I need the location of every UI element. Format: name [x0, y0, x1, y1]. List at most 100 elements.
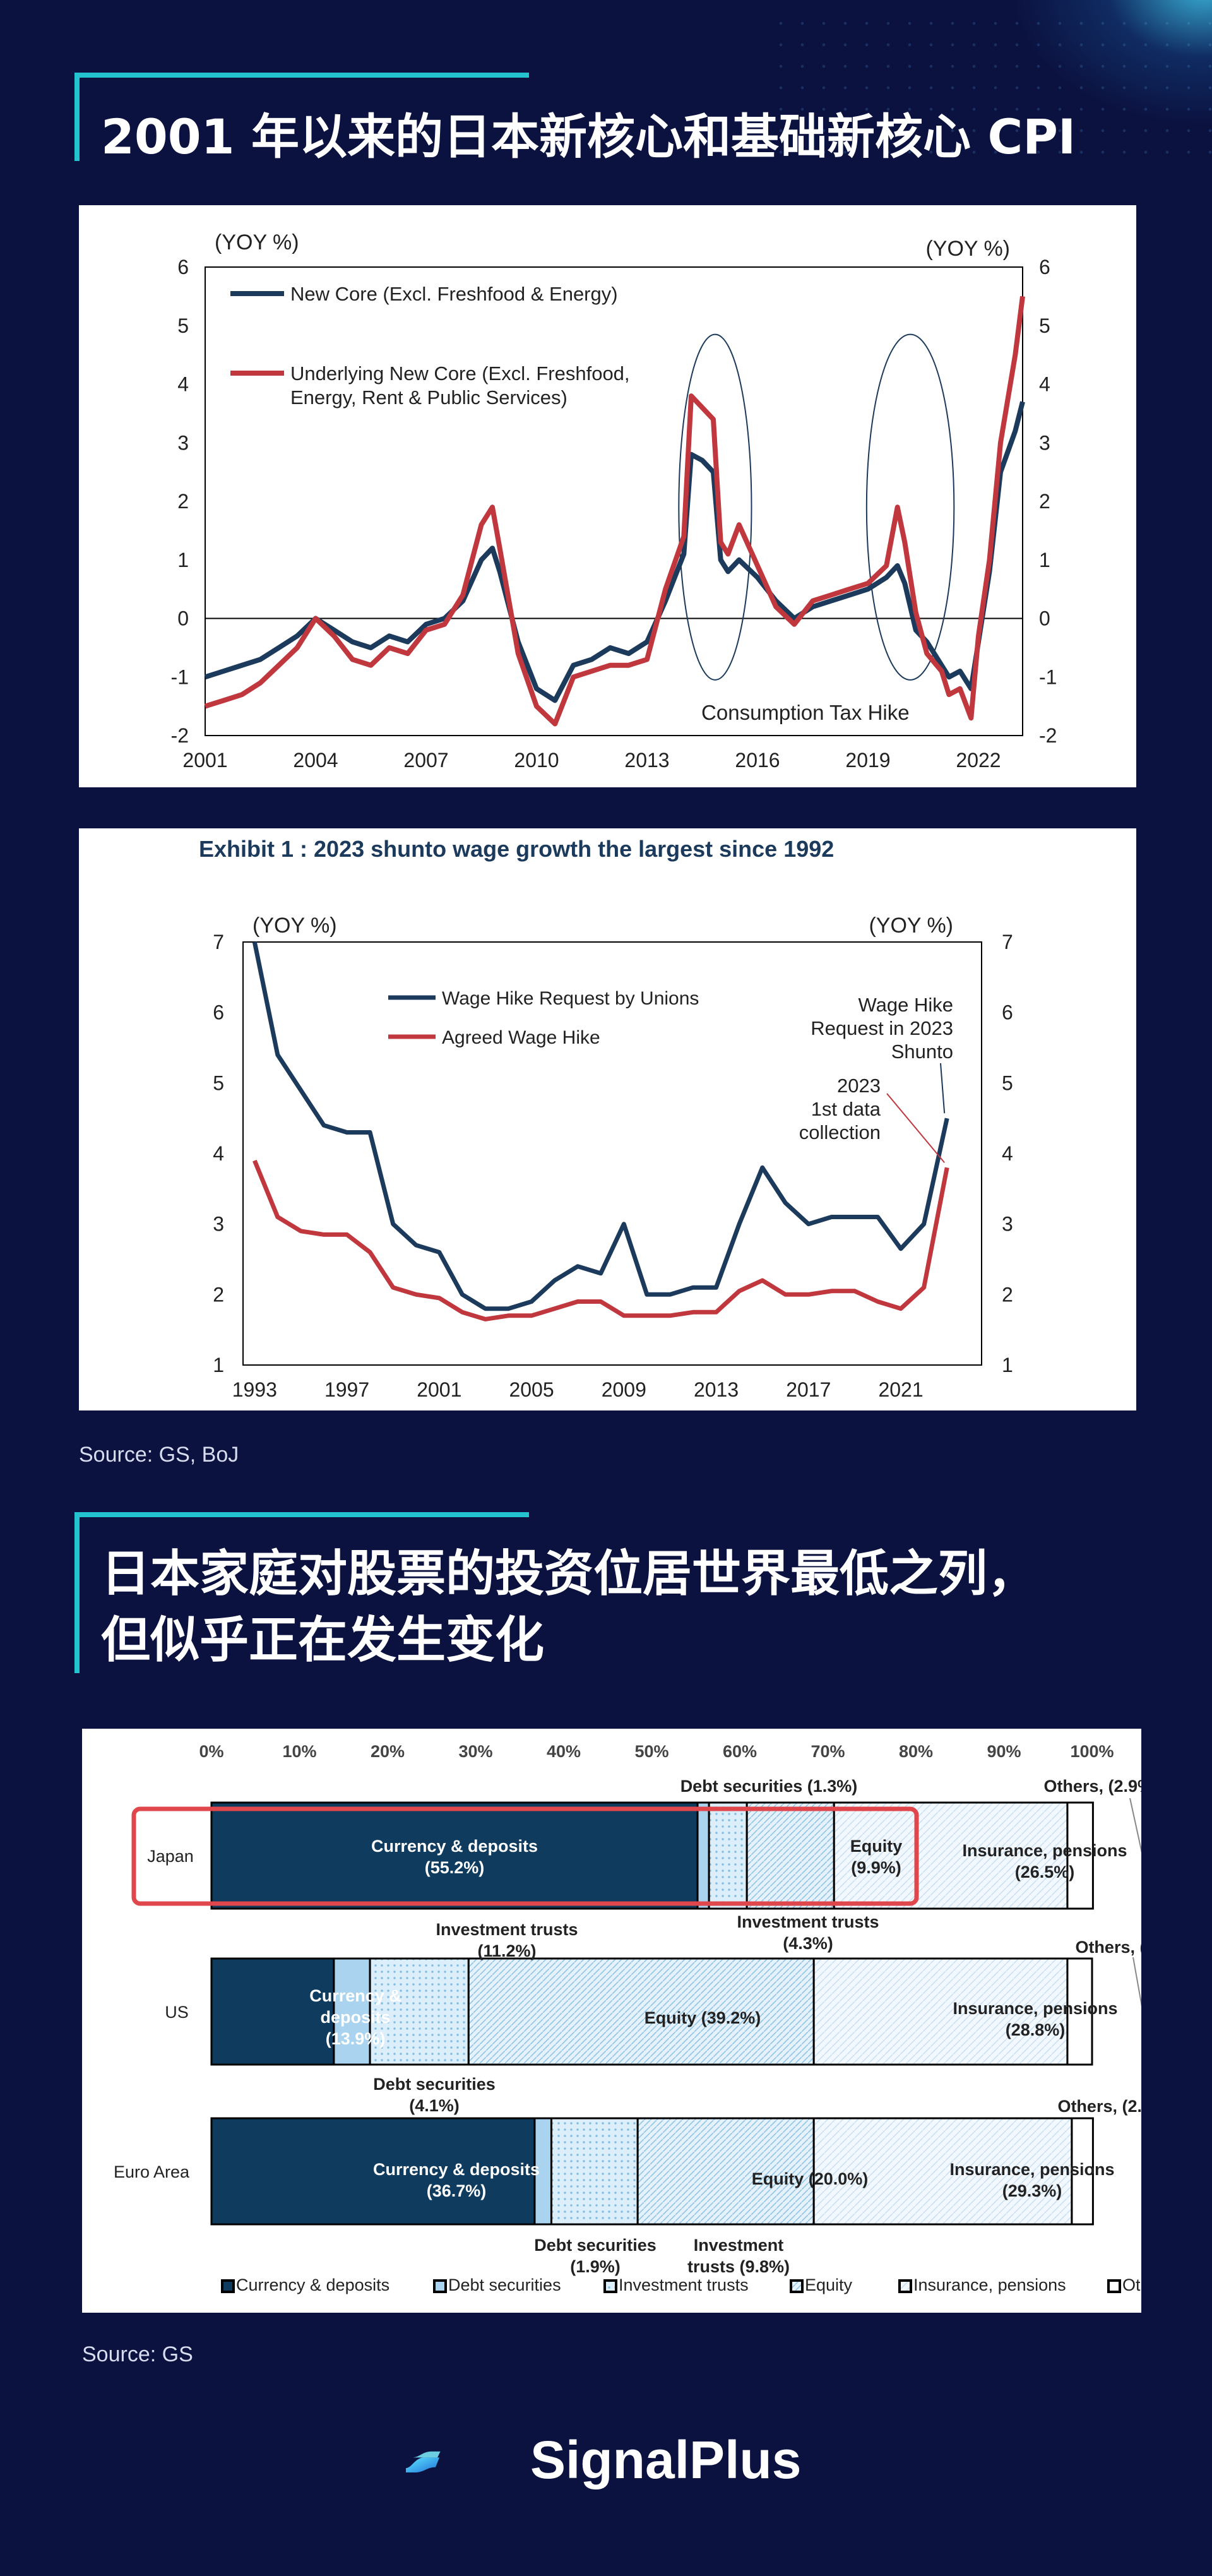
allocation-chart: 0% 10% 20% 30% 40% 50% 60% 70% 80% 90% 100% Japan US… — [114, 1742, 1190, 2294]
bar-segment-japan-equity — [746, 1801, 835, 1910]
label-japan-currency-line1: Currency & deposits — [371, 1837, 538, 1856]
label-ea-insurance-line1: Insurance, pensions — [949, 2160, 1114, 2179]
y-tick-left: 5 — [177, 314, 189, 337]
y-tick-left: 2 — [213, 1283, 224, 1306]
y-tick-left: 4 — [177, 373, 189, 396]
underlying-new-core-line — [204, 295, 1025, 727]
y-tick-right: 6 — [1002, 1001, 1013, 1024]
label-us-currency-line1: Currency & — [309, 1986, 401, 2005]
x-tick: 40% — [547, 1742, 581, 1761]
label-ea-currency-line1: Currency & deposits — [373, 2160, 540, 2179]
legend-swatch-equity — [790, 2279, 804, 2293]
x-tick: 2001 — [182, 749, 227, 772]
label-japan-debt-line1: Debt securities (1.3%) — [680, 1777, 858, 1796]
x-tick: 2009 — [602, 1378, 646, 1401]
x-tick: 90% — [987, 1742, 1021, 1761]
label-japan-currency-line2: (55.2%) — [425, 1858, 485, 1877]
label-japan-others-line1: Others, (2.9%) — [1043, 1777, 1141, 1796]
bar-segment-us-currency-deposits — [210, 1957, 335, 2066]
annotation-collection-line2: 1st data — [811, 1098, 881, 1120]
legend-label-agreed: Agreed Wage Hike — [442, 1027, 600, 1048]
label-us-trusts-line2: (11.2%) — [477, 1941, 536, 1960]
y-tick-left: 6 — [213, 1001, 224, 1024]
y-tick-right: 5 — [1039, 314, 1050, 337]
x-tick: 2007 — [403, 749, 448, 772]
label-ea-equity-line1: Equity (20.0%) — [752, 2169, 869, 2188]
bar-segment-euro-area-investment-trusts — [550, 2117, 639, 2226]
y-tick-right: 1 — [1002, 1354, 1013, 1376]
x-tick: 70% — [811, 1742, 845, 1761]
y-tick-left: 7 — [213, 931, 224, 953]
annotation-arrow-request — [940, 1063, 946, 1114]
label-us-others-line1: Others, (2.8%) — [1075, 1938, 1141, 1957]
y-tick-right: 0 — [1039, 607, 1050, 630]
y-tick-left: 6 — [177, 256, 189, 278]
y-tick-right: 2 — [1039, 490, 1050, 513]
label-japan-equity-line2: (9.9%) — [851, 1858, 901, 1877]
label-japan-trusts-line1: Investment trusts — [737, 1912, 879, 1931]
cpi-chart: -2 -2 -1 -1 0 0 1 1 2 2 3 3 4 4 5 5 6 6 2001 2004 2007 2010 20… — [171, 230, 1057, 772]
x-tick: 0% — [199, 1742, 223, 1761]
legend-swatch-insurance-pensions — [898, 2279, 912, 2293]
y-tick-left: 3 — [177, 431, 189, 454]
x-tick: 2005 — [509, 1378, 554, 1401]
x-tick: 2019 — [845, 749, 890, 772]
label-us-currency-line3: (13.9%) — [326, 2029, 386, 2048]
x-tick: 2001 — [417, 1378, 461, 1401]
y-tick-left: 3 — [213, 1213, 224, 1236]
section2-title-line1: 日本家庭对股票的投资位居世界最低之列， — [101, 1546, 1037, 1602]
y-tick-right: -1 — [1039, 665, 1057, 688]
legend-label-request: Wage Hike Request by Unions — [442, 988, 699, 1009]
annotation-arrow-agreed — [886, 1093, 945, 1163]
x-tick: 2013 — [624, 749, 669, 772]
brand-name: SignalPlus — [530, 2430, 802, 2490]
legend-swatch-debt-securities — [433, 2279, 447, 2293]
y-tick-right: 5 — [1002, 1071, 1013, 1094]
bar-segment-us-others — [1066, 1957, 1093, 2066]
y-tick-left: 4 — [213, 1142, 224, 1165]
plot-frame — [205, 266, 1023, 736]
corner-glow — [1010, 0, 1212, 126]
label-ea-insurance-line2: (29.3%) — [1002, 2181, 1062, 2200]
legend-label-debt-securities: Debt securities — [448, 2275, 561, 2294]
highlight-ellipse — [678, 333, 752, 681]
legend-label-currency-deposits: Currency & deposits — [236, 2275, 389, 2294]
legend-swatch-investment-trusts — [603, 2279, 617, 2293]
bar-segment-euro-area-debt-securities — [533, 2117, 552, 2226]
accent-bar-top — [74, 73, 529, 78]
label-us-trusts-line1: Investment trusts — [436, 1920, 578, 1939]
bar-segment-euro-area-currency-deposits — [210, 2117, 536, 2226]
x-tick: 20% — [371, 1742, 405, 1761]
x-tick: 2022 — [956, 749, 1001, 772]
x-tick: 2013 — [694, 1378, 739, 1401]
label-us-currency-line2: deposits — [320, 2008, 390, 2027]
label-us-debt-line1: Debt securities — [373, 2075, 496, 2094]
label-ea-trusts-line1: Investment — [694, 2236, 784, 2255]
y-tick-right: 4 — [1039, 373, 1050, 396]
signalplus-logo-icon — [406, 2451, 441, 2473]
label-ea-others-line1: Others, (2.4%) — [1057, 2097, 1141, 2116]
x-tick: 100% — [1070, 1742, 1114, 1761]
x-tick: 2010 — [514, 749, 559, 772]
label-us-equity-line1: Equity (39.2%) — [645, 2008, 761, 2027]
japan-highlight-box — [131, 1806, 919, 1906]
label-us-debt-line2: (4.1%) — [409, 2096, 460, 2115]
y-tick-right: 4 — [1002, 1142, 1013, 1165]
legend-swatch-currency-deposits — [221, 2279, 235, 2293]
label-ea-debt-line2: (1.9%) — [570, 2257, 621, 2276]
label-us-insurance-line2: (28.8%) — [1006, 2020, 1066, 2039]
bar-segment-japan-others — [1066, 1801, 1094, 1910]
section1-header: 2001 年以来的日本新核心和基础新核心 CPI — [74, 73, 1076, 165]
annotation-collection-line3: collection — [799, 1121, 881, 1143]
legend-label-underlying-line2: Energy, Rent & Public Services) — [290, 386, 567, 408]
label-japan-insurance-line2: (26.5%) — [1015, 1863, 1075, 1881]
x-tick: 2021 — [878, 1378, 923, 1401]
legend-label-equity: Equity — [805, 2275, 853, 2294]
x-tick: 2017 — [786, 1378, 831, 1401]
new-core-line — [204, 401, 1025, 703]
y-tick-left: -2 — [171, 724, 189, 747]
decorative-dot-grid — [770, 13, 1212, 164]
legend-swatch-others — [1107, 2279, 1121, 2293]
y-tick-right: 3 — [1002, 1213, 1013, 1236]
y-tick-right: -2 — [1039, 724, 1057, 747]
